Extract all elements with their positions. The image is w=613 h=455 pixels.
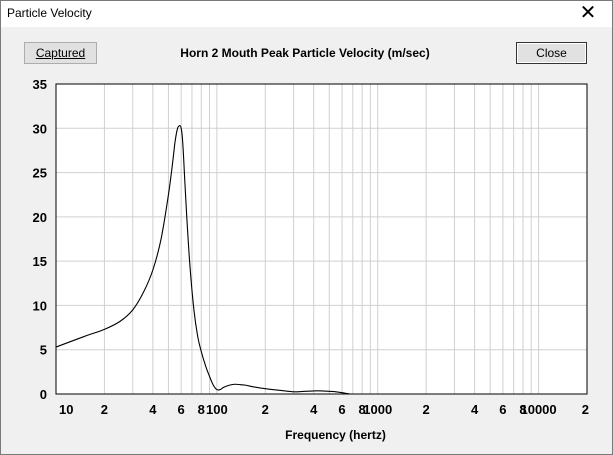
title-bar[interactable]: Particle Velocity ✕ [1,1,612,27]
grid-lines [56,84,587,394]
captured-button-label: Captured [35,46,86,60]
x-tick-label: 10000 [520,402,556,417]
captured-button[interactable]: Captured [24,42,97,64]
plot-area [55,83,588,395]
y-tick-label: 25 [33,166,47,181]
x-tick-label: 6 [499,402,506,417]
y-tick-label: 30 [33,121,47,136]
series-line-1 [55,125,587,395]
y-axis-ticks: 0 5 10 15 20 25 30 35 [33,77,47,402]
x-tick-label: 1000 [363,402,392,417]
window-title: Particle Velocity [7,6,92,20]
close-button[interactable]: Close [516,42,587,64]
x-tick-label: 8 [359,402,366,417]
x-tick-label: 2 [101,402,108,417]
plot-frame [55,83,588,395]
y-tick-label: 35 [33,77,47,92]
y-tick-label: 10 [33,298,47,313]
x-tick-label: 4 [471,402,479,417]
x-tick-label: 10 [59,402,73,417]
x-axis-label: Frequency (hertz) [285,428,386,442]
y-tick-label: 5 [40,343,47,358]
x-tick-label: 100 [206,402,228,417]
x-tick-label: 2 [582,402,589,417]
x-tick-label: 4 [149,402,157,417]
y-tick-label: 20 [33,210,47,225]
x-tick-label: 6 [178,402,185,417]
x-tick-label: 6 [338,402,345,417]
x-tick-label: 2 [262,402,269,417]
x-tick-label: 8 [519,402,526,417]
y-tick-label: 0 [40,387,47,402]
x-tick-label: 4 [310,402,318,417]
y-tick-label: 15 [33,254,47,269]
close-icon[interactable]: ✕ [579,2,597,24]
series-group [55,83,588,395]
x-tick-label: 2 [423,402,430,417]
chart-title: Horn 2 Mouth Peak Particle Velocity (m/s… [180,46,430,60]
x-tick-label: 8 [198,402,205,417]
